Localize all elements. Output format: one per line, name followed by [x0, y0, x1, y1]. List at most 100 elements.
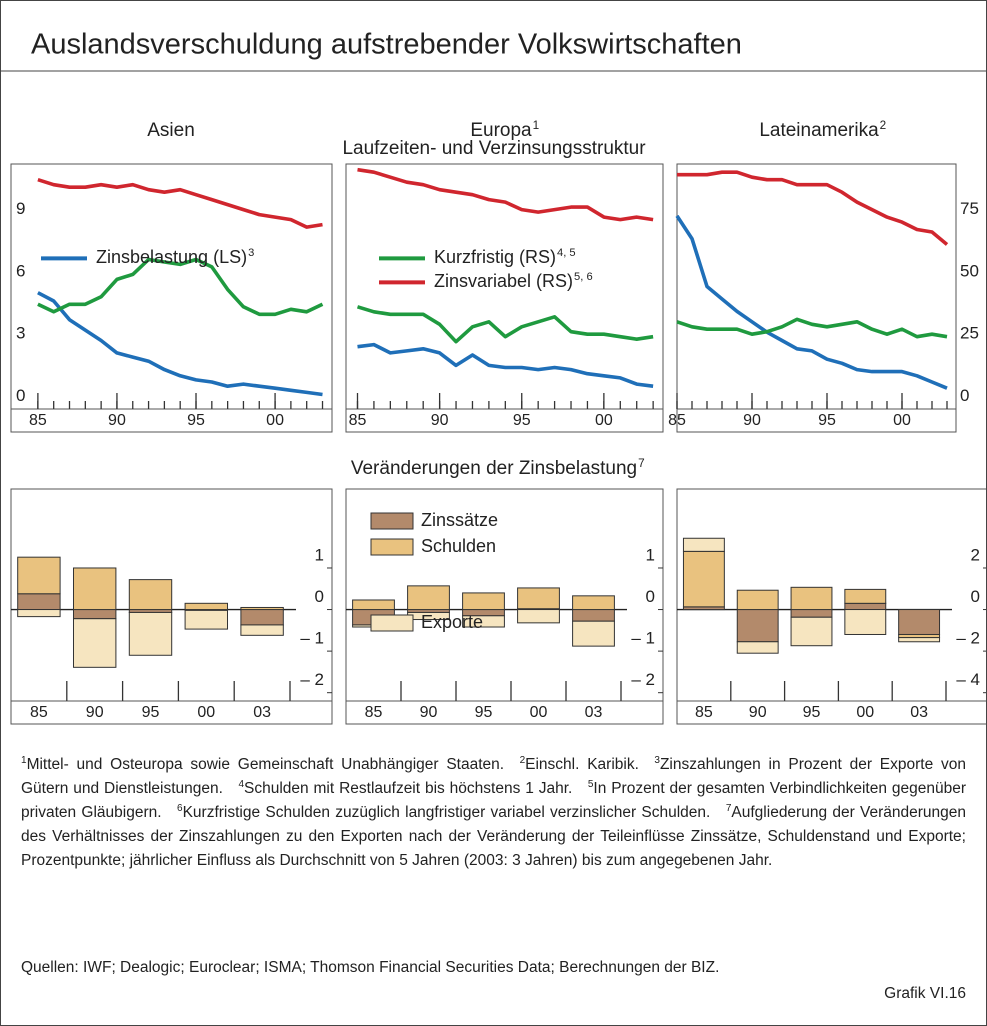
y-tick-label: – 4: [956, 670, 980, 689]
bar-segment: [898, 609, 941, 635]
legend-swatch: [370, 512, 414, 530]
charts: Auslandsverschuldung aufstrebender Volks…: [1, 29, 986, 725]
x-axis-band: [345, 408, 664, 433]
bar-segment: [72, 609, 117, 620]
footnote-number: 3: [654, 755, 660, 766]
x-axis-band: [10, 408, 333, 433]
x-tick-label: 85: [695, 704, 713, 721]
bar-segment: [790, 586, 833, 611]
x-tick-label: 95: [142, 704, 160, 721]
footnote-number: 1: [21, 755, 27, 766]
bar-segment: [572, 595, 615, 611]
bar-segment: [790, 616, 833, 647]
footnote-number: 2: [519, 755, 526, 766]
bar-segment: [240, 624, 284, 636]
y-tick-label: 1: [646, 545, 655, 564]
legend-label: Zinssätze: [421, 510, 498, 530]
legend-label: Kurzfristig (RS): [434, 247, 556, 267]
bar-segment: [17, 556, 61, 595]
y-tick-label: – 1: [631, 629, 655, 648]
bar-segment: [72, 567, 117, 611]
series-line: [37, 291, 323, 397]
x-axis-band: [345, 700, 664, 725]
bar-segment: [682, 537, 725, 552]
legend-label-note: 3: [248, 247, 254, 259]
y-tick-label: 2: [971, 545, 980, 564]
x-tick-label: 03: [585, 704, 603, 721]
bar-segment: [184, 602, 229, 611]
legend-label: Exporte: [421, 612, 483, 632]
x-tick-label: 90: [743, 412, 761, 429]
y-tick-label: 0: [646, 587, 655, 606]
x-tick-label: 85: [30, 704, 48, 721]
series-line: [357, 342, 654, 388]
bar-segment: [240, 609, 284, 626]
x-tick-label: 00: [595, 412, 613, 429]
bar-segment: [844, 602, 887, 611]
column-header: Lateinamerika: [759, 120, 879, 141]
column-header: Europa: [470, 120, 532, 141]
figure-id: Grafik VI.16: [884, 985, 966, 1002]
x-tick-label: 95: [187, 412, 205, 429]
x-tick-label: 90: [86, 704, 104, 721]
y2-tick-label: 50: [960, 261, 979, 280]
y-tick-label: 0: [315, 587, 324, 606]
footnote-text: Zinszahlungen in Prozent der Exporte von…: [21, 756, 966, 797]
source: Quellen: IWF; Dealogic; Euroclear; ISMA;…: [21, 959, 720, 976]
column-header-note: 2: [880, 119, 887, 132]
bar-segment: [572, 620, 615, 647]
x-tick-label: 00: [266, 412, 284, 429]
x-axis-band: [676, 700, 986, 725]
x-tick-label: 00: [530, 704, 548, 721]
legend-label: Schulden: [421, 536, 496, 556]
legend-swatch: [370, 538, 414, 556]
series-line: [357, 167, 654, 222]
bar-segment: [736, 641, 779, 654]
bar-segment: [517, 587, 560, 610]
y2-tick-label: 75: [960, 199, 979, 218]
footnote-number: 6: [177, 803, 183, 814]
footnote-number: 5: [587, 779, 594, 790]
bar-segment: [352, 599, 395, 611]
bar-segment: [736, 589, 779, 611]
bar-segment: [184, 609, 229, 630]
section-title: Veränderungen der Zinsbelastung: [351, 458, 637, 479]
footnote-text: Kurzfristige Schulden zuzüglich langfris…: [182, 804, 711, 821]
column-header-note: 1: [533, 119, 540, 132]
bar-segment: [72, 618, 117, 668]
x-tick-label: 03: [910, 704, 928, 721]
legend-label-note: 5, 6: [574, 271, 593, 283]
y-tick-label: 6: [16, 261, 25, 280]
series-line: [677, 170, 949, 246]
x-tick-label: 90: [749, 704, 767, 721]
bar-segment: [240, 606, 284, 611]
bar-segment: [898, 637, 941, 643]
legend-label: Zinsbelastung (LS): [96, 247, 247, 267]
series-line: [676, 317, 948, 339]
x-tick-label: 85: [365, 704, 383, 721]
footnotes: 1Mittel- und Osteuropa sowie Gemeinschaf…: [21, 753, 966, 873]
footnote-text: In Prozent der gesamten Verbindlichkeite…: [21, 780, 966, 821]
plot-area: [10, 163, 333, 410]
y-tick-label: 3: [16, 324, 25, 343]
footnote-number: 7: [725, 803, 732, 814]
plot-area: [676, 163, 957, 410]
x-tick-label: 95: [513, 412, 531, 429]
bar-segment: [517, 609, 560, 624]
y2-tick-label: 25: [960, 324, 979, 343]
footnote-number: 4: [238, 779, 244, 790]
x-tick-label: 95: [803, 704, 821, 721]
footnote-text: Einschl. Karibik.: [525, 756, 639, 773]
title: Auslandsverschuldung aufstrebender Volks…: [31, 29, 742, 61]
x-tick-label: 00: [893, 412, 911, 429]
x-tick-label: 95: [818, 412, 836, 429]
legend-label: Zinsvariabel (RS): [434, 271, 573, 291]
x-axis-band: [676, 408, 957, 433]
x-tick-label: 00: [856, 704, 874, 721]
bar-segment: [17, 593, 61, 611]
y-tick-label: 0: [971, 587, 980, 606]
bar-segment: [462, 615, 505, 628]
bar-segment: [407, 585, 450, 611]
bar-segment: [17, 609, 61, 618]
